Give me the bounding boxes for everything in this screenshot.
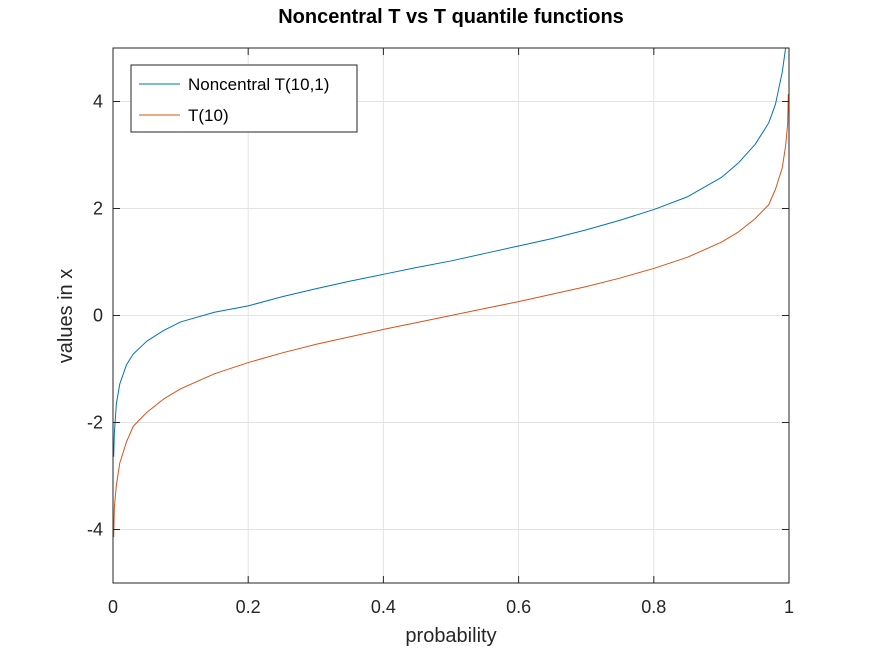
legend-label-noncentral: Noncentral T(10,1) bbox=[188, 75, 329, 94]
x-tick-label-0: 0 bbox=[108, 597, 118, 617]
y-tick-label-1: -2 bbox=[87, 413, 103, 433]
x-tick-label-2: 0.4 bbox=[371, 597, 396, 617]
y-axis-label: values in x bbox=[55, 269, 77, 364]
y-tick-label-3: 2 bbox=[93, 199, 103, 219]
chart-title: Noncentral T vs T quantile functions bbox=[278, 6, 624, 28]
y-tick-label-2: 0 bbox=[93, 306, 103, 326]
y-tick-label-0: -4 bbox=[87, 520, 103, 540]
x-tick-label-4: 0.8 bbox=[641, 597, 666, 617]
legend-label-t10: T(10) bbox=[188, 106, 229, 125]
legend: Noncentral T(10,1) T(10) bbox=[130, 64, 358, 133]
series-line-1 bbox=[113, 93, 789, 538]
y-tick-label-4: 4 bbox=[93, 92, 103, 112]
x-tick-label-5: 1 bbox=[784, 597, 794, 617]
series-layer bbox=[113, 48, 789, 538]
ticks: 0 0.2 0.4 0.6 0.8 1 -4 -2 0 2 4 bbox=[87, 48, 794, 617]
legend-box bbox=[130, 64, 358, 133]
x-tick-label-1: 0.2 bbox=[236, 597, 261, 617]
x-axis-label: probability bbox=[405, 625, 496, 647]
series-line-0 bbox=[113, 48, 787, 457]
x-tick-label-3: 0.6 bbox=[506, 597, 531, 617]
